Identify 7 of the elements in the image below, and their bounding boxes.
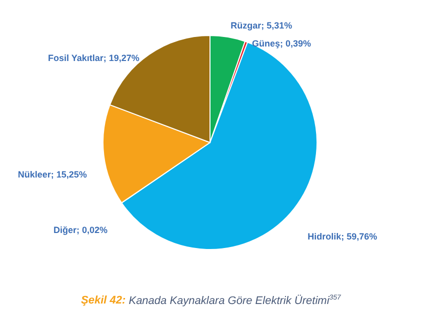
slice-label: Nükleer; 15,25% xyxy=(18,170,87,180)
slice-label: Güneş; 0,39% xyxy=(252,38,312,48)
slice-label: Rüzgar; 5,31% xyxy=(230,20,292,31)
text: Şekil 42: Kanada Kaynaklara Göre Elektrik Üretimi$^{357}$ xyxy=(81,294,341,307)
slice-label: Diğer; 0,02% xyxy=(54,224,108,235)
slice-label: Fosil Yakıtlar; 19,27% xyxy=(48,53,140,64)
slice-label: Hidrolik; 59,76% xyxy=(308,231,378,242)
